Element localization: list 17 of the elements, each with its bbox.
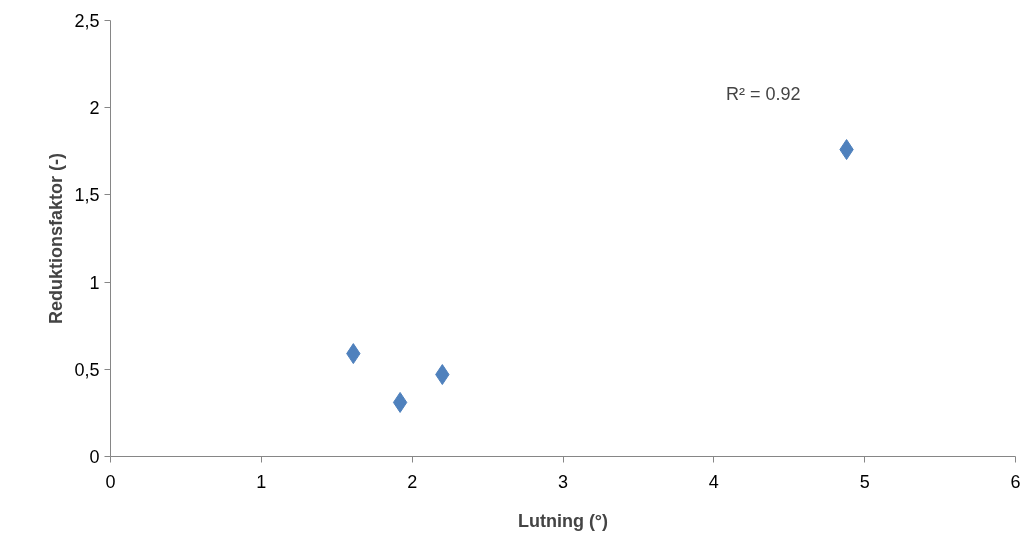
x-tick-label: 4: [708, 471, 719, 492]
x-tick-label: 6: [1010, 471, 1021, 492]
x-axis-title: Lutning (°): [517, 510, 609, 531]
y-tick-label: 1,5: [74, 185, 100, 206]
y-tick-label: 2,5: [74, 11, 100, 31]
y-tick-label: 1: [89, 272, 100, 293]
x-tick-label: 3: [557, 471, 569, 492]
point: [392, 391, 408, 413]
x-tick-label: 5: [859, 471, 870, 492]
y-axis-title: Reduktionsfaktor (-): [46, 152, 67, 324]
y-tick-label: 0: [89, 447, 100, 467]
x-tick-label: 0: [105, 471, 116, 492]
annotation: R² = 0.92: [725, 84, 801, 105]
x-tick-label: 1: [256, 471, 267, 492]
x-tick-label: 2: [407, 471, 418, 492]
y-tick-label: 0,5: [74, 359, 100, 380]
y-tick-label: 2: [89, 98, 100, 119]
